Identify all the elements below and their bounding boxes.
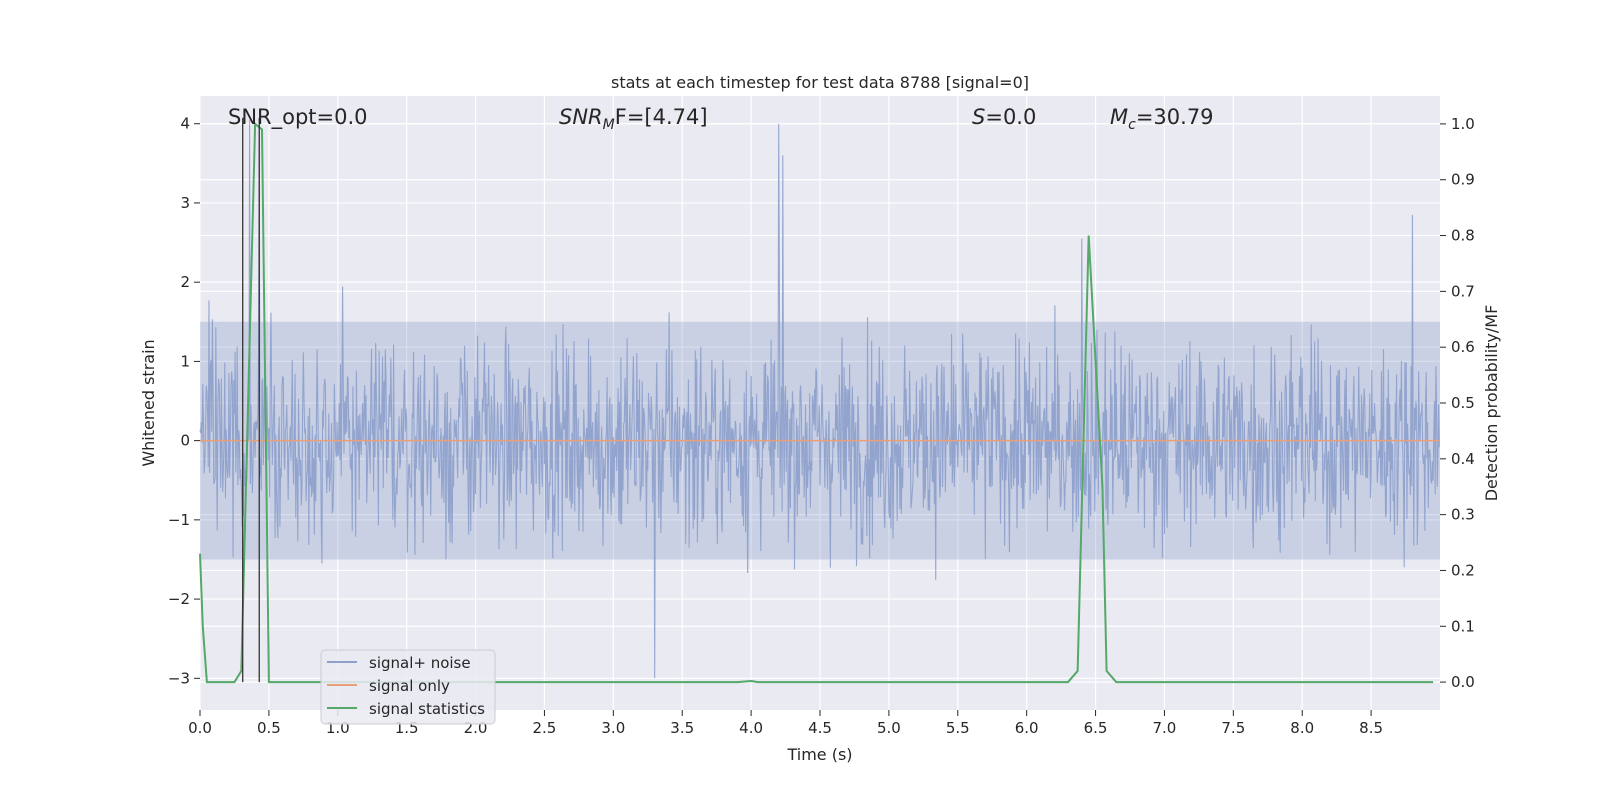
mc-main: M [1110, 105, 1128, 129]
left-y-tick-label: 4 [180, 115, 190, 133]
x-tick-label: 5.5 [946, 719, 970, 737]
snr-mf-main: SNR [559, 105, 603, 129]
x-tick-label: 7.5 [1221, 719, 1245, 737]
left-y-tick-label: 0 [180, 432, 190, 450]
left-y-axis-label: Whitened strain [139, 339, 158, 466]
right-y-tick-label: 0.1 [1451, 617, 1475, 635]
legend-box [320, 649, 496, 725]
annotation-snr-opt: SNR_opt=0.0 [228, 105, 368, 130]
legend-label-signal-noise: signal+ noise [369, 654, 471, 672]
signal-statistics-series [199, 121, 1434, 684]
chart-title: stats at each timestep for test data 878… [611, 73, 1029, 92]
left-y-tick-label: −1 [168, 511, 190, 529]
x-tick-label: 0.5 [257, 719, 281, 737]
x-tick-label: 3.5 [670, 719, 694, 737]
signal-statistics-line [199, 121, 1434, 684]
x-tick-label: 8.5 [1359, 719, 1383, 737]
right-y-tick-label: 0.0 [1451, 673, 1475, 691]
x-tick-label: 0.0 [188, 719, 212, 737]
right-y-tick-label: 0.7 [1451, 282, 1475, 300]
s-rest: =0.0 [985, 105, 1036, 129]
legend: signal+ noise signal only signal statist… [320, 649, 496, 725]
right-y-tick-label: 0.5 [1451, 394, 1475, 412]
grid [199, 96, 1440, 710]
left-y-tick-label: −2 [168, 590, 190, 608]
left-y-tick-label: −3 [168, 669, 190, 687]
s-main: S [972, 105, 985, 129]
right-y-tick-label: 0.6 [1451, 338, 1475, 356]
x-tick-label: 3.0 [601, 719, 625, 737]
x-tick-label: 6.0 [1015, 719, 1039, 737]
mc-rest: =30.79 [1136, 105, 1214, 129]
left-y-tick-label: 2 [180, 273, 190, 291]
left-y-tick-label: 3 [180, 194, 190, 212]
x-axis-label: Time (s) [786, 745, 852, 764]
right-y-tick-label: 0.3 [1451, 506, 1475, 524]
annotation-snr-mf: SNRMF=[4.74] [559, 105, 708, 133]
snr-mf-rest: F=[4.74] [615, 105, 708, 129]
signal-noise-line [199, 119, 1440, 679]
annotation-mc: Mc=30.79 [1110, 105, 1214, 133]
x-tick-label: 4.5 [808, 719, 832, 737]
x-tick-label: 8.0 [1290, 719, 1314, 737]
right-y-axis: 1.0 0.9 0.8 0.7 0.6 0.5 0.4 0.3 0.2 0.1 0.0 [1440, 115, 1475, 691]
left-y-axis: 4 3 2 1 0 −1 −2 −3 [168, 115, 200, 687]
x-tick-label: 6.5 [1084, 719, 1108, 737]
right-y-tick-label: 0.9 [1451, 171, 1475, 189]
right-y-tick-label: 1.0 [1451, 115, 1475, 133]
legend-label-signal-only: signal only [369, 677, 450, 695]
annotation-s: S=0.0 [972, 105, 1036, 129]
right-y-tick-label: 0.2 [1451, 561, 1475, 579]
x-tick-label: 2.5 [533, 719, 557, 737]
x-tick-label: 4.0 [739, 719, 763, 737]
snr-mf-sub: M [603, 117, 615, 133]
legend-label-signal-statistics: signal statistics [369, 700, 485, 718]
vertical-markers [242, 117, 260, 683]
right-y-tick-label: 0.4 [1451, 450, 1475, 468]
x-tick-label: 7.0 [1153, 719, 1177, 737]
right-y-axis-label: Detection probability/MF [1482, 305, 1501, 502]
left-y-tick-label: 1 [180, 352, 190, 370]
mc-sub: c [1128, 117, 1136, 133]
x-tick-label: 5.0 [877, 719, 901, 737]
right-y-tick-label: 0.8 [1451, 227, 1475, 245]
